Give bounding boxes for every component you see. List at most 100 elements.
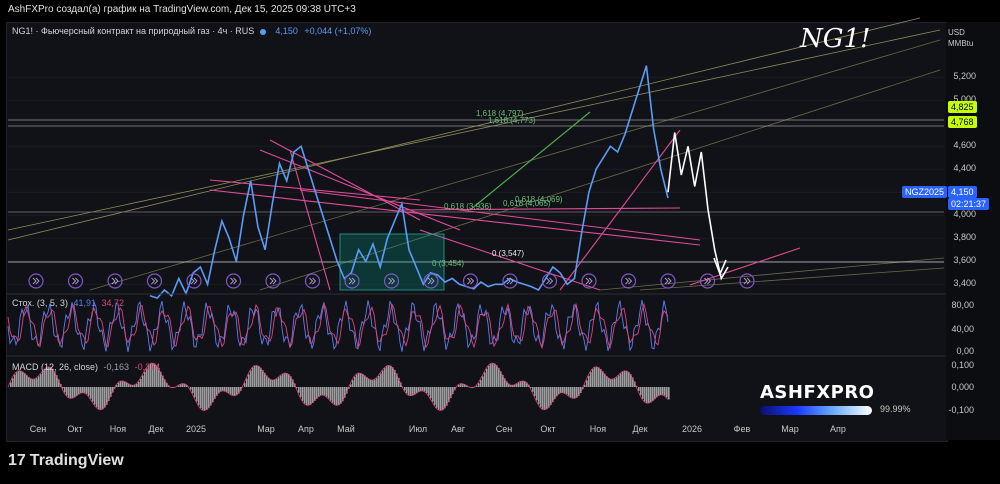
macd-bar	[326, 387, 328, 397]
macd-bar	[332, 387, 334, 403]
macd-bar	[216, 387, 218, 396]
macd-bar	[584, 384, 586, 387]
stoch-tick: 0,00	[956, 346, 974, 356]
macd-bar	[276, 378, 278, 387]
macd-bar	[42, 371, 44, 387]
event-marker-icon	[344, 273, 360, 289]
macd-tick: 0,100	[951, 360, 974, 370]
event-marker-icon	[304, 273, 321, 289]
trend-line	[639, 267, 945, 291]
macd-bar	[620, 373, 622, 387]
macd-bar	[508, 383, 510, 387]
handwritten-title: NG1!	[800, 24, 871, 54]
macd-bar	[628, 371, 630, 387]
macd-legend: MACD (12, 26, close) -0,163 -0,374	[12, 362, 160, 372]
macd-bar	[574, 387, 576, 399]
stoch-k: 41,91	[73, 298, 96, 308]
macd-bar	[556, 387, 558, 397]
macd-bar	[426, 387, 428, 393]
price-tick: 5,000	[953, 94, 976, 105]
symbol-legend: NG1! · Фьючерсный контракт на природный …	[12, 26, 371, 36]
macd-bar	[438, 387, 440, 410]
macd-bar	[196, 387, 198, 402]
macd-bar	[84, 387, 86, 393]
macd-bar	[316, 387, 318, 399]
macd-bar	[260, 367, 262, 387]
trend-line	[7, 17, 921, 241]
time-tick: Апр	[830, 424, 846, 434]
macd-bar	[314, 387, 316, 401]
green-trend-line	[469, 111, 591, 211]
pink-trend-line	[269, 139, 421, 221]
event-marker-icon	[28, 273, 44, 289]
macd-value-1: -0,163	[103, 362, 130, 372]
macd-bar	[530, 387, 532, 388]
macd-bar	[34, 379, 36, 387]
price-axis[interactable]	[946, 22, 1000, 440]
macd-bar	[44, 369, 46, 387]
macd-bar	[124, 381, 126, 387]
macd-bar	[214, 387, 216, 399]
price-tick: 5,200	[953, 71, 976, 82]
macd-bar	[228, 387, 230, 394]
contract-label: NGZ2025	[902, 186, 948, 198]
fib-label: 0,618 (3,936)	[444, 202, 492, 211]
stoch-tick: 80,00	[951, 300, 974, 310]
pink-trend-line	[419, 229, 601, 291]
macd-bar	[444, 387, 446, 409]
macd-bar	[254, 365, 256, 387]
currency-unit: USD	[948, 28, 965, 37]
event-marker-icon	[107, 273, 123, 289]
macd-bar	[96, 387, 98, 408]
macd-bar	[436, 387, 438, 408]
macd-bar	[224, 387, 226, 391]
live-dot-icon	[259, 28, 266, 35]
time-axis[interactable]: Сен Окт Ноя Дек 2025 Мар Апр Май Июл Авг Сен Окт Ноя…	[6, 424, 946, 438]
macd-bar	[22, 371, 24, 387]
macd-bar	[36, 378, 38, 387]
tradingview-logo[interactable]: 17 TradingView	[8, 452, 124, 470]
macd-bar	[270, 379, 272, 387]
time-tick: 2026	[681, 424, 703, 434]
macd-bar	[536, 387, 538, 401]
tv-logo-text: TradingView	[29, 452, 124, 469]
macd-bar	[272, 380, 274, 387]
macd-bar	[98, 387, 100, 410]
macd-bar	[142, 375, 144, 387]
macd-bar	[372, 380, 374, 387]
macd-bar	[370, 379, 372, 387]
macd-bar	[120, 381, 122, 387]
macd-bar	[378, 375, 380, 387]
macd-bar	[102, 387, 104, 410]
macd-bar	[484, 372, 486, 387]
macd-bar	[178, 385, 180, 387]
chart-area[interactable]	[6, 22, 948, 442]
macd-bar	[234, 387, 236, 396]
macd-bar	[58, 379, 60, 387]
macd-bar	[144, 371, 146, 387]
event-marker-icon	[502, 273, 518, 289]
brand-name: ASHFXPRO	[760, 382, 875, 403]
macd-bar	[108, 387, 110, 402]
macd-bar	[410, 387, 412, 396]
macd-bar	[592, 369, 594, 387]
macd-bar	[302, 387, 304, 401]
macd-bar	[70, 387, 72, 399]
macd-bar	[564, 387, 566, 394]
trend-line	[259, 69, 941, 291]
macd-label: MACD (12, 26, close)	[12, 362, 99, 372]
macd-bar	[420, 387, 422, 392]
macd-bar	[258, 366, 260, 387]
macd-bar	[244, 383, 246, 387]
macd-bar	[256, 365, 258, 387]
pink-trend-line	[289, 149, 331, 291]
macd-bar	[476, 385, 478, 387]
event-marker-chevron-icon	[625, 277, 633, 285]
time-tick: Дек	[632, 424, 648, 434]
macd-bar	[428, 387, 430, 396]
macd-bar	[546, 387, 548, 410]
currency-label[interactable]: USD MMBtu	[948, 27, 973, 49]
macd-bar	[284, 373, 286, 387]
macd-bar	[286, 373, 288, 387]
